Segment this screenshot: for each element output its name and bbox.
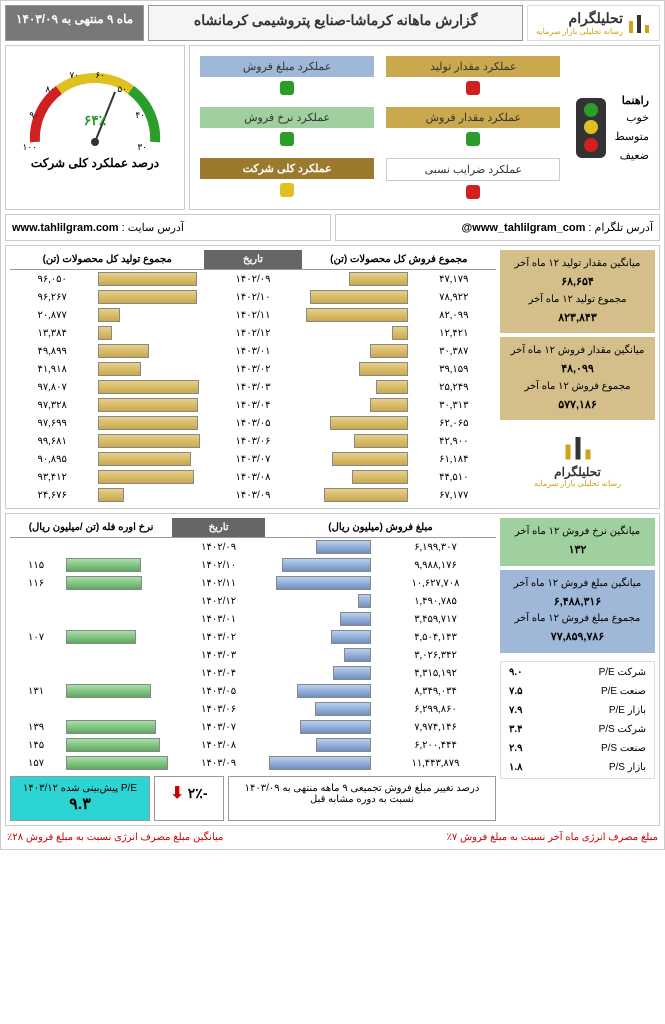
table-row: ۷۸,۹۲۲۱۴۰۲/۱۰۹۶,۲۶۷ (10, 288, 496, 306)
arrow-down-icon: ⬇ (170, 785, 183, 802)
table-row: ۶۱,۱۸۴۱۴۰۳/۰۷۹۰,۸۹۵ (10, 450, 496, 468)
table-row: ۴۴,۵۱۰۱۴۰۳/۰۸۹۳,۴۱۲ (10, 468, 496, 486)
production-sales-section: میانگین مقدار تولید ۱۲ ماه آخر ۶۸,۶۵۴ مج… (5, 245, 660, 509)
table-row: ۱۰,۶۲۷,۷۰۸۱۴۰۲/۱۱۱۱۶ (10, 574, 496, 592)
table-row: ۶۷,۱۷۷۱۴۰۳/۰۹۲۴,۶۷۶ (10, 486, 496, 504)
indicator-price: عملکرد نرخ فروش (196, 103, 378, 150)
table-row: ۱۲,۴۲۱۱۴۰۲/۱۲۱۳,۳۸۴ (10, 324, 496, 342)
prod-avg-box: میانگین مقدار تولید ۱۲ ماه آخر ۶۸,۶۵۴ مج… (500, 250, 655, 333)
indicators-panel: راهنما خوب متوسط ضعیف (189, 45, 660, 210)
logo-name: تحلیلگرام (536, 10, 623, 27)
col-date: تاریخ (204, 250, 301, 270)
gauge-icon: ۱۰۰ ۹۰ ۸۰ ۷۰ ۶۰ ۵۰ ۴۰ ۳۰ (15, 52, 175, 152)
indicator-ratio: عملکرد ضرایب نسبی (382, 154, 564, 203)
report-date: ماه ۹ منتهی به ۱۴۰۳/۰۹ (5, 5, 144, 41)
table-row: ۳۰,۳۱۳۱۴۰۳/۰۴۹۷,۳۲۸ (10, 396, 496, 414)
gauge-value: ۶۴٪ (84, 112, 107, 129)
traffic-light-icon (576, 98, 606, 158)
guide-good: خوب (614, 111, 649, 124)
table-row: ۳۰,۳۸۷۱۴۰۳/۰۱۴۹,۸۹۹ (10, 342, 496, 360)
table-row: ۷,۹۷۴,۱۴۶۱۴۰۳/۰۷۱۳۹ (10, 718, 496, 736)
rate-avg-box: میانگین نرخ فروش ۱۲ ماه آخر ۱۳۲ (500, 518, 655, 566)
col-prod-qty: مجموع تولید کل محصولات (تن) (10, 250, 204, 270)
table-row: ۳,۴۵۹,۷۱۷۱۴۰۳/۰۱ (10, 610, 496, 628)
col-sales-qty: مجموع فروش کل محصولات (تن) (302, 250, 496, 270)
col-rate: نرخ اوره فله (تن /میلیون ریال) (10, 518, 172, 538)
pe-predicted-box: P/E پیش‌بینی شده ۱۴۰۳/۱۲ ۹.۳ (10, 776, 150, 821)
report-title: گزارش ماهانه کرماشا-صنایع پتروشیمی کرمان… (148, 5, 523, 41)
logo-small: تحلیلگرام رسانه تحلیلی بازار سرمایه (500, 424, 655, 496)
svg-text:۵۰: ۵۰ (117, 84, 127, 94)
logo-tagline: رسانه تحلیلی بازار سرمایه (536, 27, 623, 36)
logo-icon (627, 11, 651, 35)
table-row: ۶,۲۰۰,۴۴۴۱۴۰۳/۰۸۱۴۵ (10, 736, 496, 754)
svg-text:۳۰: ۳۰ (137, 142, 147, 152)
col-date2: تاریخ (172, 518, 265, 538)
amount-avg-box: میانگین مبلغ فروش ۱۲ ماه آخر ۶,۴۸۸,۳۱۶ م… (500, 570, 655, 653)
indicator-prod-qty: عملکرد مقدار تولید (382, 52, 564, 99)
site-link: آدرس سایت : www.tahlilgram.com (5, 214, 331, 241)
amount-rate-section: میانگین نرخ فروش ۱۲ ماه آخر ۱۳۲ میانگین … (5, 513, 660, 826)
indicator-sales-amt: عملکرد مبلغ فروش (196, 52, 378, 99)
table-row: ۴,۳۱۵,۱۹۲۱۴۰۳/۰۴ (10, 664, 496, 682)
table-row: ۴۲,۹۰۰۱۴۰۳/۰۶۹۹,۶۸۱ (10, 432, 496, 450)
col-amount: مبلغ فروش (میلیون ریال) (265, 518, 496, 538)
svg-text:۱۰۰: ۱۰۰ (22, 142, 37, 152)
svg-text:۹۰: ۹۰ (29, 110, 39, 120)
prod-sales-table: مجموع فروش کل محصولات (تن) تاریخ مجموع ت… (10, 250, 496, 504)
table-row: ۶,۲۹۹,۸۶۰۱۴۰۳/۰۶ (10, 700, 496, 718)
status-dot (466, 81, 480, 95)
svg-text:۷۰: ۷۰ (69, 70, 79, 80)
pct-change-val: -۲٪ ⬇ (154, 776, 224, 821)
table-row: ۳,۰۲۶,۳۴۲۱۴۰۳/۰۳ (10, 646, 496, 664)
table-row: ۱۱,۴۴۳,۸۷۹۱۴۰۳/۰۹۱۵۷ (10, 754, 496, 772)
indicator-sales-qty: عملکرد مقدار فروش (382, 103, 564, 150)
energy-avg: میانگین مبلغ مصرف انرژی نسبت به مبلغ فرو… (5, 830, 331, 845)
gauge-box: ۱۰۰ ۹۰ ۸۰ ۷۰ ۶۰ ۵۰ ۴۰ ۳۰ ۶۴٪ درصد عملکرد… (5, 45, 185, 210)
svg-text:۶۰: ۶۰ (95, 70, 105, 80)
table-row: ۴,۵۰۴,۱۴۳۱۴۰۳/۰۲۱۰۷ (10, 628, 496, 646)
guide-bad: ضعیف (614, 149, 649, 162)
pct-change-box: درصد تغییر مبلغ فروش تجمیعی ۹ ماهه منتهی… (228, 776, 496, 821)
header-row: تحلیلگرام رسانه تحلیلی بازار سرمایه گزار… (5, 5, 660, 41)
table-row: ۸۲,۰۹۹۱۴۰۲/۱۱۲۰,۸۷۷ (10, 306, 496, 324)
table-row: ۸,۳۴۹,۰۳۴۱۴۰۳/۰۵۱۳۱ (10, 682, 496, 700)
footer-row: مبلغ مصرف انرژی ماه آخر نسبت به مبلغ فرو… (5, 830, 660, 845)
energy-pct: مبلغ مصرف انرژی ماه آخر نسبت به مبلغ فرو… (335, 830, 661, 845)
table-row: ۲۵,۲۴۹۱۴۰۳/۰۳۹۷,۸۰۷ (10, 378, 496, 396)
svg-text:۴۰: ۴۰ (135, 110, 145, 120)
telegram-link: آدرس تلگرام : @www_tahlilgram_com (335, 214, 661, 241)
table-row: ۶,۱۹۹,۳۰۷۱۴۰۲/۰۹ (10, 538, 496, 557)
logo-box: تحلیلگرام رسانه تحلیلی بازار سرمایه (527, 5, 660, 41)
guide-mid: متوسط (614, 130, 649, 143)
table-row: ۹,۹۸۸,۱۷۶۱۴۰۲/۱۰۱۱۵ (10, 556, 496, 574)
amount-rate-table: مبلغ فروش (میلیون ریال) تاریخ نرخ اوره ف… (10, 518, 496, 772)
table-row: ۶۲,۰۶۵۱۴۰۳/۰۵۹۷,۶۹۹ (10, 414, 496, 432)
table-row: ۴۷,۱۷۹۱۴۰۲/۰۹۹۶,۰۵۰ (10, 270, 496, 289)
guide-legend: راهنما خوب متوسط ضعیف (572, 52, 653, 203)
table-row: ۱,۴۹۰,۷۸۵۱۴۰۲/۱۲ (10, 592, 496, 610)
gauge-label: درصد عملکرد کلی شرکت (12, 156, 178, 170)
guide-title: راهنما (614, 94, 649, 107)
svg-text:۸۰: ۸۰ (45, 84, 55, 94)
indicator-overall: عملکرد کلی شرکت (196, 154, 378, 203)
pe-table: شرکت P/E۹.۰ صنعت P/E۷.۵ بازار P/E۷.۹ شرک… (500, 661, 655, 779)
table-row: ۳۹,۱۵۹۱۴۰۳/۰۲۴۱,۹۱۸ (10, 360, 496, 378)
sales-avg-box: میانگین مقدار فروش ۱۲ ماه آخر ۴۸,۰۹۹ مجم… (500, 337, 655, 420)
